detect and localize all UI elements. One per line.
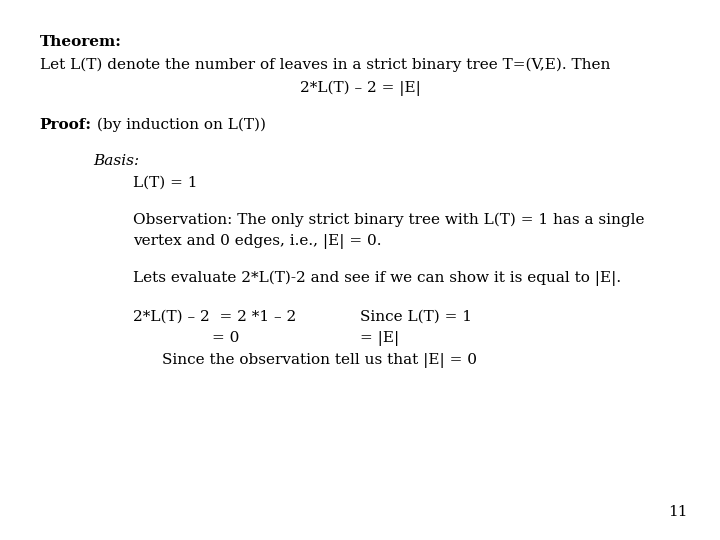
Text: = |E|: = |E| xyxy=(360,331,400,346)
Text: Observation: The only strict binary tree with L(T) = 1 has a single: Observation: The only strict binary tree… xyxy=(133,212,644,227)
Text: = 0: = 0 xyxy=(212,331,240,345)
Text: 11: 11 xyxy=(668,505,688,519)
Text: L(T) = 1: L(T) = 1 xyxy=(133,176,198,190)
Text: 2*L(T) – 2 = |E|: 2*L(T) – 2 = |E| xyxy=(300,80,420,96)
Text: Let L(T) denote the number of leaves in a strict binary tree T=(V,E). Then: Let L(T) denote the number of leaves in … xyxy=(40,58,610,72)
Text: Basis:: Basis: xyxy=(94,154,140,168)
Text: 2*L(T) – 2  = 2 *1 – 2: 2*L(T) – 2 = 2 *1 – 2 xyxy=(133,309,297,323)
Text: (by induction on L(T)): (by induction on L(T)) xyxy=(91,118,266,132)
Text: Lets evaluate 2*L(T)-2 and see if we can show it is equal to |E|.: Lets evaluate 2*L(T)-2 and see if we can… xyxy=(133,271,621,287)
Text: Since the observation tell us that |E| = 0: Since the observation tell us that |E| =… xyxy=(162,353,477,368)
Text: Since L(T) = 1: Since L(T) = 1 xyxy=(360,309,472,323)
Text: Proof:: Proof: xyxy=(40,118,91,132)
Text: Theorem:: Theorem: xyxy=(40,35,122,49)
Text: vertex and 0 edges, i.e., |E| = 0.: vertex and 0 edges, i.e., |E| = 0. xyxy=(133,234,382,249)
